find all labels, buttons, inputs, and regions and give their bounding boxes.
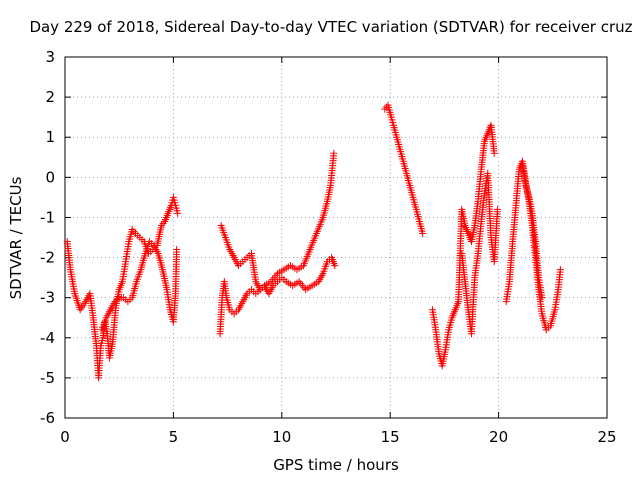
data-point [538,294,546,302]
x-tick-label: 10 [272,428,291,446]
x-axis-ticks: 0 5 10 15 20 25 [60,57,617,446]
y-tick-label: 1 [45,128,55,146]
y-tick-label: -6 [40,409,55,427]
y-axis-ticks: -6 -5 -4 -3 -2 -1 0 1 2 3 [40,48,607,427]
y-tick-label: 0 [45,168,55,186]
y-tick-label: 2 [45,88,55,106]
y-tick-label: -3 [40,289,55,307]
x-tick-label: 20 [489,428,508,446]
data-point [330,149,338,157]
y-tick-label: -2 [40,249,55,267]
y-tick-label: -4 [40,329,55,347]
plot-frame [64,56,608,419]
data-point [556,266,564,274]
y-axis-label: SDTVAR / TECUs [7,176,25,299]
x-tick-label: 0 [60,428,70,446]
data-points [63,101,564,382]
y-tick-label: -1 [40,208,55,226]
data-point [331,262,339,270]
x-tick-label: 15 [381,428,400,446]
grid-lines [65,57,607,418]
x-tick-label: 25 [597,428,616,446]
x-axis-label: GPS time / hours [273,456,399,474]
data-point [494,205,502,213]
data-point [490,149,498,157]
y-tick-label: 3 [45,48,55,66]
x-tick-label: 5 [169,428,179,446]
data-point [174,209,182,217]
y-tick-label: -5 [40,369,55,387]
data-point [173,246,181,254]
chart-title: Day 229 of 2018, Sidereal Day-to-day VTE… [29,18,632,36]
data-point [419,229,427,237]
